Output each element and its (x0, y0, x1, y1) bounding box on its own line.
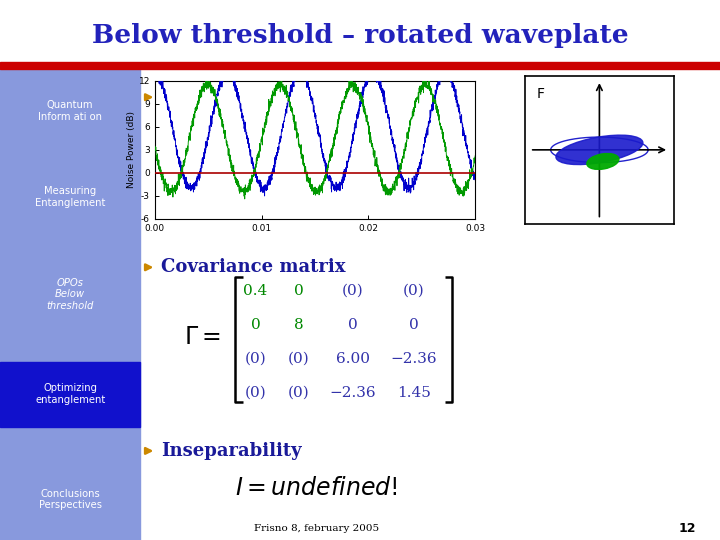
Text: Frisno 8, february 2005: Frisno 8, february 2005 (254, 524, 379, 532)
Text: $\Gamma =$: $\Gamma =$ (184, 326, 220, 349)
Text: Below threshold – rotated waveplate: Below threshold – rotated waveplate (91, 23, 629, 48)
Text: (0): (0) (245, 352, 266, 366)
Text: Inseparability: Inseparability (161, 442, 302, 460)
Ellipse shape (556, 135, 643, 165)
Bar (0, 69, 140, 540)
Text: (0): (0) (288, 352, 310, 366)
Text: Quantum
Inform ati on: Quantum Inform ati on (38, 100, 102, 122)
Text: (0): (0) (342, 284, 364, 298)
Text: Noise variances: Noise variances (161, 88, 320, 106)
Text: OPOs
Below
threshold: OPOs Below threshold (47, 278, 94, 311)
Text: Covariance matrix: Covariance matrix (161, 258, 346, 276)
Text: 0: 0 (348, 318, 358, 332)
Text: 0: 0 (294, 284, 304, 298)
Text: 0.4: 0.4 (243, 284, 268, 298)
Text: 12: 12 (679, 522, 696, 535)
Text: 8: 8 (294, 318, 304, 332)
Y-axis label: Noise Power (dB): Noise Power (dB) (127, 111, 136, 188)
Bar (0, 362, 140, 427)
Text: −2.36: −2.36 (391, 352, 437, 366)
Text: 1.45: 1.45 (397, 386, 431, 400)
Text: 0: 0 (409, 318, 419, 332)
Text: (0): (0) (288, 386, 310, 400)
Text: Measuring
Entanglement: Measuring Entanglement (35, 186, 105, 208)
Text: −2.36: −2.36 (330, 386, 376, 400)
Text: 0: 0 (251, 318, 261, 332)
Bar (0, 62, 720, 69)
Text: Conclusions
Perspectives: Conclusions Perspectives (39, 489, 102, 510)
Text: (0): (0) (403, 284, 425, 298)
Ellipse shape (587, 153, 619, 170)
Text: 6.00: 6.00 (336, 352, 370, 366)
Text: Optimizing
entanglement: Optimizing entanglement (35, 383, 105, 405)
Text: (0): (0) (245, 386, 266, 400)
Text: F: F (536, 87, 545, 101)
Text: $I = \mathit{undefined}!$: $I = \mathit{undefined}!$ (235, 477, 398, 500)
